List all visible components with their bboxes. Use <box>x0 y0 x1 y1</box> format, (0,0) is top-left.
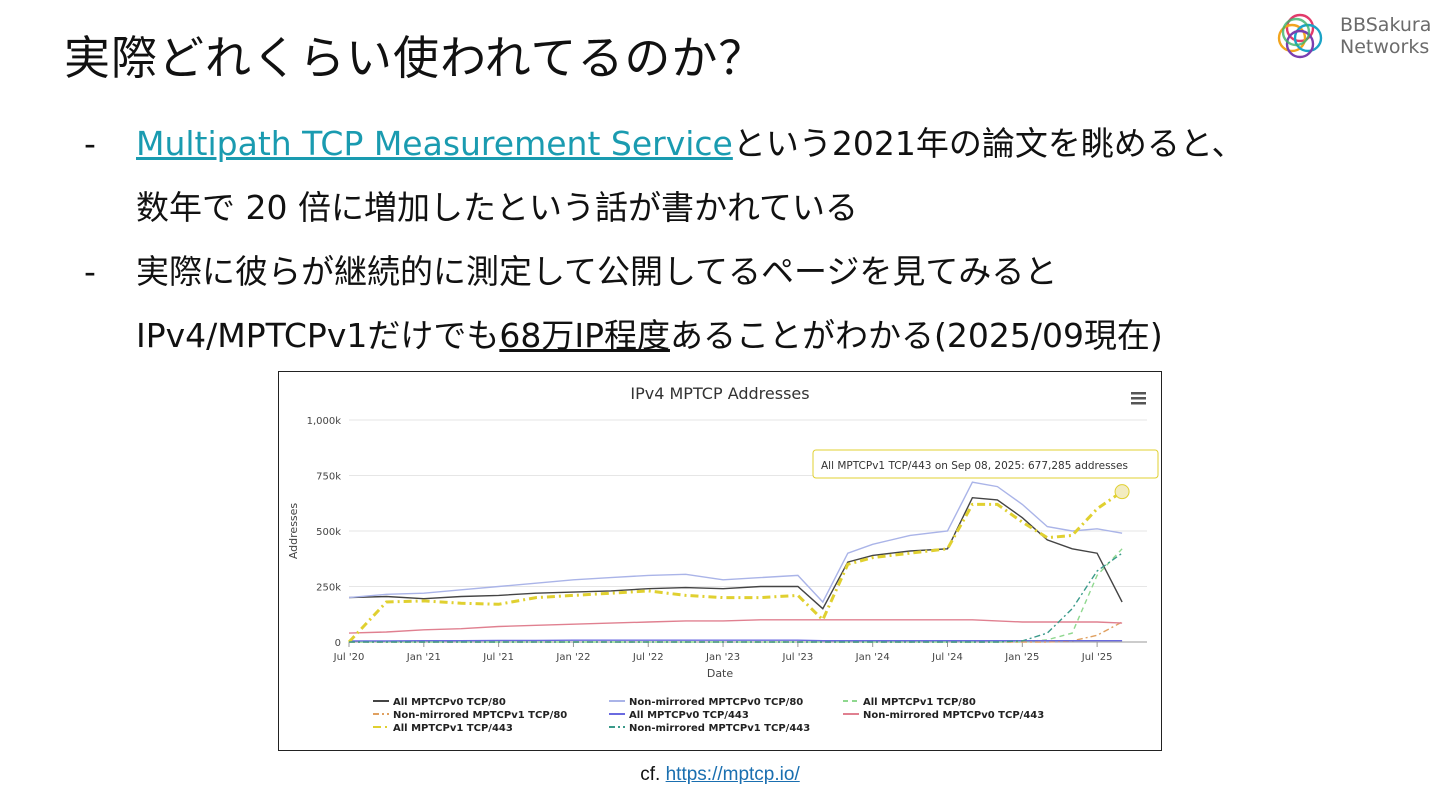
chart-container: IPv4 MPTCP Addresses 0 250k 500k 750k 1,000k J… <box>278 371 1162 751</box>
legend-item: Non-mirrored MPTCPv1 TCP/80 <box>393 710 567 721</box>
x-tick-label: Jul '25 <box>1081 652 1113 663</box>
x-tick-label: Jan '22 <box>555 652 590 663</box>
series-line <box>349 639 1123 642</box>
x-axis-label: Date <box>707 667 734 680</box>
bullet-1-line-2: 数年で 20 倍に増加したという話が書かれている <box>136 188 858 227</box>
series-line <box>349 552 1123 643</box>
legend-item: Non-mirrored MPTCPv0 TCP/443 <box>863 710 1044 721</box>
legend-item: All MPTCPv1 TCP/80 <box>863 697 976 708</box>
legend-item: Non-mirrored MPTCPv0 TCP/80 <box>629 697 803 708</box>
bullet-dash: - <box>84 252 96 291</box>
mptcp-link[interactable]: https://mptcp.io/ <box>665 764 800 785</box>
y-tick-label: 500k <box>316 527 341 538</box>
x-tick-label: Jul '20 <box>333 652 365 663</box>
brand-name: BBSakura Networks <box>1340 14 1431 58</box>
y-tick-label: 750k <box>316 472 341 483</box>
brand-logo: BBSakura Networks <box>1272 8 1432 64</box>
bullet-item-2: - 実際に彼らが継続的に測定して公開してるページを見てみると IPv4/MPTC… <box>84 240 1424 368</box>
hamburger-menu-icon[interactable] <box>1131 392 1146 405</box>
series-line <box>349 621 1123 643</box>
brand-line1: BBSakura <box>1340 14 1432 36</box>
bullet-2-prefix: IPv4/MPTCPv1だけでも <box>136 316 500 355</box>
series-line <box>347 490 1123 644</box>
legend-item: All MPTCPv0 TCP/443 <box>629 710 749 721</box>
legend-item: Non-mirrored MPTCPv1 TCP/443 <box>629 723 810 734</box>
highlight-count: 68万IP程度 <box>499 316 670 355</box>
bullet-2-line-1: 実際に彼らが継続的に測定して公開してるページを見てみると <box>136 252 1058 291</box>
bullet-1-text: という2021年の論文を眺めると、 <box>732 124 1245 163</box>
bullet-item-1: - Multipath TCP Measurement Serviceという20… <box>84 112 1424 240</box>
bullet-1-line-1: Multipath TCP Measurement Serviceという2021… <box>136 112 1424 176</box>
y-tick-label: 250k <box>316 583 341 594</box>
x-tick-label: Jul '21 <box>482 652 514 663</box>
y-tick-label: 0 <box>335 638 341 649</box>
x-tick-label: Jul '24 <box>931 652 963 663</box>
tooltip-box <box>812 449 1159 479</box>
series-line <box>348 481 1123 604</box>
tooltip-point <box>1114 484 1130 500</box>
x-tick-label: Jan '24 <box>855 652 890 663</box>
tooltip-text: All MPTCPv1 TCP/443 on Sep 08, 2025: 677… <box>821 460 1128 472</box>
x-tick-label: Jul '23 <box>782 652 814 663</box>
brand-line2: Networks <box>1340 36 1430 58</box>
y-tick-label: 1,000k <box>307 416 342 427</box>
chart-title: IPv4 MPTCP Addresses <box>630 384 809 403</box>
legend-item: All MPTCPv0 TCP/80 <box>393 697 506 708</box>
paper-link[interactable]: Multipath TCP Measurement Service <box>136 124 733 163</box>
bullet-dash: - <box>84 124 96 163</box>
footer-reference: cf. https://mptcp.io/ <box>0 764 1440 786</box>
bullet-2-suffix: あることがわかる(2025/09現在) <box>669 316 1163 355</box>
x-tick-label: Jan '25 <box>1004 652 1039 663</box>
y-axis-label: Addresses <box>287 503 300 560</box>
series-line <box>348 619 1123 634</box>
cf-label: cf. <box>640 764 666 785</box>
series-line <box>348 496 1123 610</box>
bbsakura-logo-icon <box>1277 13 1323 59</box>
legend-item: All MPTCPv1 TCP/443 <box>393 723 513 734</box>
bullet-list: - Multipath TCP Measurement Serviceという20… <box>84 112 1424 368</box>
mptcp-line-chart: IPv4 MPTCP Addresses 0 250k 500k 750k 1,000k J… <box>287 384 1159 734</box>
x-tick-label: Jan '21 <box>406 652 441 663</box>
x-tick-label: Jul '22 <box>632 652 664 663</box>
bullet-2-line-2: IPv4/MPTCPv1だけでも68万IP程度あることがわかる(2025/09現… <box>136 304 1424 368</box>
x-tick-label: Jan '23 <box>705 652 740 663</box>
slide-title: 実際どれくらい使われてるのか？ <box>64 31 766 85</box>
